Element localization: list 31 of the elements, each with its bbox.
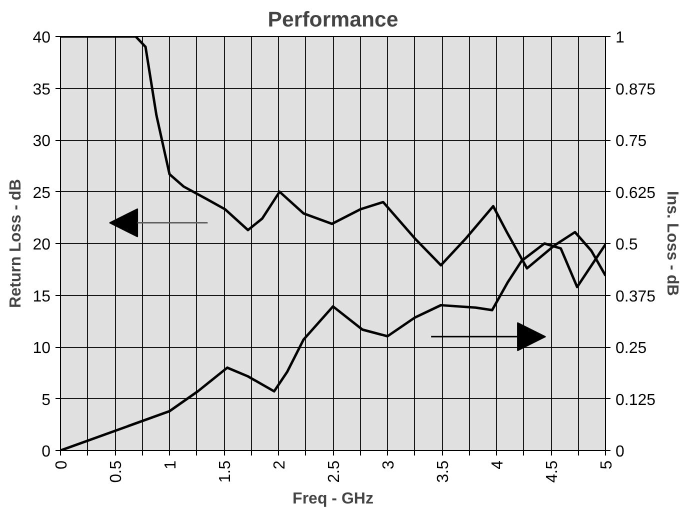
- x-tick-label: 2.5: [326, 460, 343, 483]
- y-tick-label: 35: [32, 81, 51, 98]
- y2-axis-title: Ins. Loss - dB: [664, 191, 681, 296]
- y2-tick-label: 0.625: [616, 184, 656, 202]
- x-tick-label: 0.5: [108, 460, 125, 483]
- x-tick-label: 1.5: [217, 460, 234, 483]
- chart-title: Performance: [268, 8, 398, 32]
- x-axis-title: Freq - GHz: [292, 490, 374, 508]
- y-tick-label: 25: [32, 184, 51, 202]
- y-tick-label: 20: [32, 236, 51, 254]
- x-tick-label: 3.5: [435, 460, 452, 483]
- y2-tick-label: 0.75: [616, 133, 647, 150]
- y2-tick-label: 0.25: [616, 340, 647, 357]
- y2-tick-label: 0.375: [616, 288, 656, 306]
- y-tick-label: 5: [42, 392, 51, 409]
- x-tick-label: 2: [272, 460, 288, 470]
- y2-tick-label: 1: [616, 30, 624, 46]
- x-tick-label: 4: [490, 460, 506, 470]
- y-axis-title: Return Loss - dB: [8, 179, 25, 308]
- y2-tick-label: 0.875: [616, 81, 656, 98]
- y-tick-label: 15: [32, 288, 51, 306]
- x-tick-label: 3: [380, 460, 398, 470]
- y-tick-label: 40: [32, 30, 51, 46]
- x-tick-label: 1: [162, 460, 180, 470]
- y-tick-label: 10: [32, 340, 51, 357]
- x-tick-label: 0: [54, 460, 70, 470]
- y2-tick-label: 0.125: [616, 392, 656, 409]
- x-tick-label: 4.5: [544, 460, 561, 483]
- y-tick-label: 30: [32, 133, 51, 150]
- x-tick-label: 5: [598, 460, 616, 470]
- y2-tick-label: 0.5: [616, 236, 638, 254]
